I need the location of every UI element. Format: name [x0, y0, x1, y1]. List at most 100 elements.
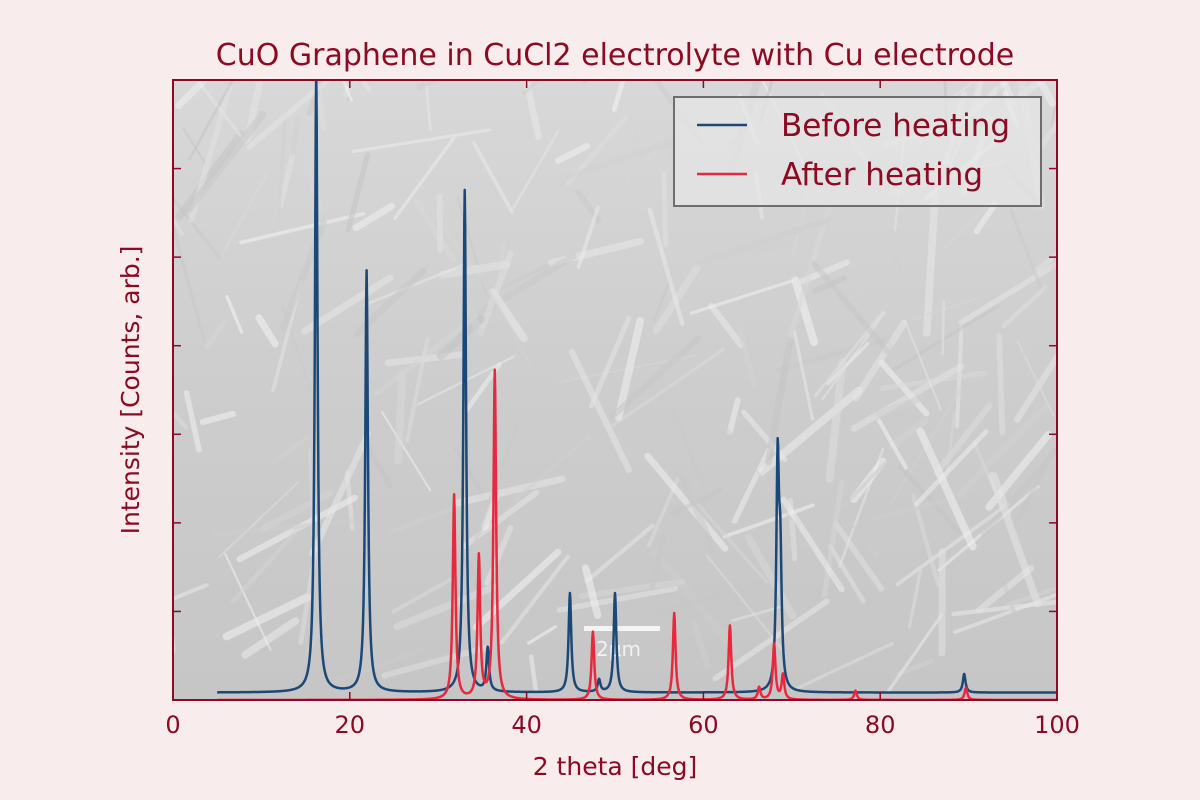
sem-needle	[556, 585, 679, 613]
sem-needle	[916, 427, 977, 551]
sem-needle	[833, 521, 885, 592]
sem-needle	[813, 310, 885, 398]
sem-needle	[230, 527, 301, 604]
sem-needle	[649, 532, 667, 591]
sem-needle	[775, 335, 895, 373]
sem-needle	[1050, 91, 1057, 128]
sem-needle	[366, 446, 393, 490]
sem-needle	[393, 136, 456, 220]
sem-needle	[786, 205, 832, 344]
sem-needle	[875, 395, 924, 417]
sem-needle	[811, 260, 891, 355]
sem-needle	[731, 447, 772, 524]
sem-needle	[335, 646, 426, 683]
sem-needle	[244, 80, 264, 144]
sem-needle	[996, 333, 1006, 436]
sem-needle	[691, 620, 711, 670]
sem-needle	[765, 336, 794, 466]
sem-needle	[951, 599, 1057, 617]
sem-needle	[199, 410, 237, 425]
sem-needle	[671, 487, 723, 516]
scale-bar-label: 2μm	[596, 637, 641, 661]
x-tick-label: 60	[688, 711, 719, 739]
sem-needle	[528, 654, 539, 694]
sem-needle	[892, 304, 1000, 372]
sem-needle	[791, 276, 819, 347]
sem-needle	[689, 279, 794, 315]
x-tick-label: 20	[335, 711, 366, 739]
sem-needle	[436, 193, 444, 253]
x-tick-label: 40	[511, 711, 542, 739]
x-tick-label: 80	[865, 711, 896, 739]
sem-needle	[461, 252, 577, 327]
sem-needle	[351, 128, 491, 154]
sem-needle	[793, 330, 815, 421]
sem-needle	[745, 534, 797, 620]
sem-needle	[555, 142, 591, 164]
sem-needle	[1014, 350, 1057, 423]
sem-needle	[1009, 208, 1043, 290]
sem-needle	[911, 493, 941, 587]
sem-needle	[914, 429, 989, 507]
sem-needle	[453, 475, 566, 507]
sem-needle	[394, 369, 406, 465]
sem-needle	[341, 80, 353, 102]
sem-needle	[512, 434, 591, 503]
sem-needle	[872, 497, 948, 522]
sem-needle	[1035, 119, 1057, 153]
legend-label-before-heating: Before heating	[781, 108, 1010, 144]
sem-needle	[956, 404, 1049, 499]
sem-needle	[499, 554, 570, 645]
sem-needle	[722, 503, 815, 539]
sem-needle	[1001, 284, 1049, 329]
sem-needle	[185, 111, 267, 213]
sem-needle	[880, 370, 987, 391]
sem-needle	[694, 217, 831, 267]
sem-needle	[999, 80, 1018, 107]
sem-needle	[712, 598, 830, 682]
sem-needle	[241, 617, 300, 659]
sem-needle	[384, 350, 468, 367]
sem-needle	[225, 294, 244, 334]
sem-needle	[821, 479, 845, 598]
sem-needle	[611, 348, 725, 428]
sem-needle	[255, 314, 279, 348]
sem-needle	[205, 319, 227, 350]
sem-needle	[352, 202, 395, 232]
sem-needle	[584, 523, 655, 584]
sem-needle	[907, 568, 923, 629]
sem-needle	[576, 205, 600, 269]
sem-needle	[438, 260, 511, 279]
sem-needle	[903, 319, 942, 411]
sem-needle	[952, 80, 978, 98]
sem-needle	[737, 240, 791, 258]
sem-needle	[828, 544, 866, 604]
sem-needle	[289, 115, 302, 156]
sem-needle	[932, 402, 993, 477]
sem-needle	[272, 436, 308, 465]
sem-needle	[391, 578, 452, 614]
sem-needle	[653, 573, 787, 617]
sem-needle	[183, 390, 202, 453]
x-tick-label: 100	[1034, 711, 1080, 739]
sem-needle	[488, 288, 528, 343]
sem-needle	[309, 430, 372, 557]
sem-needle	[405, 336, 430, 444]
sem-needle	[173, 216, 184, 236]
sem-needle	[644, 452, 729, 552]
sem-needle	[1022, 253, 1057, 357]
sem-needle	[223, 172, 268, 252]
sem-needle	[880, 324, 897, 359]
sem-needle	[691, 497, 769, 584]
sem-needle	[850, 521, 880, 559]
sem-needle	[472, 548, 562, 631]
sem-needle	[568, 348, 632, 474]
sem-needle	[780, 496, 845, 593]
sem-needle	[345, 152, 371, 233]
sem-needle	[301, 274, 394, 335]
sem-needle	[877, 418, 908, 470]
sem-needle	[581, 564, 602, 620]
sem-needle	[647, 207, 685, 326]
sem-needle	[1006, 585, 1057, 608]
sem-needle	[563, 136, 683, 182]
